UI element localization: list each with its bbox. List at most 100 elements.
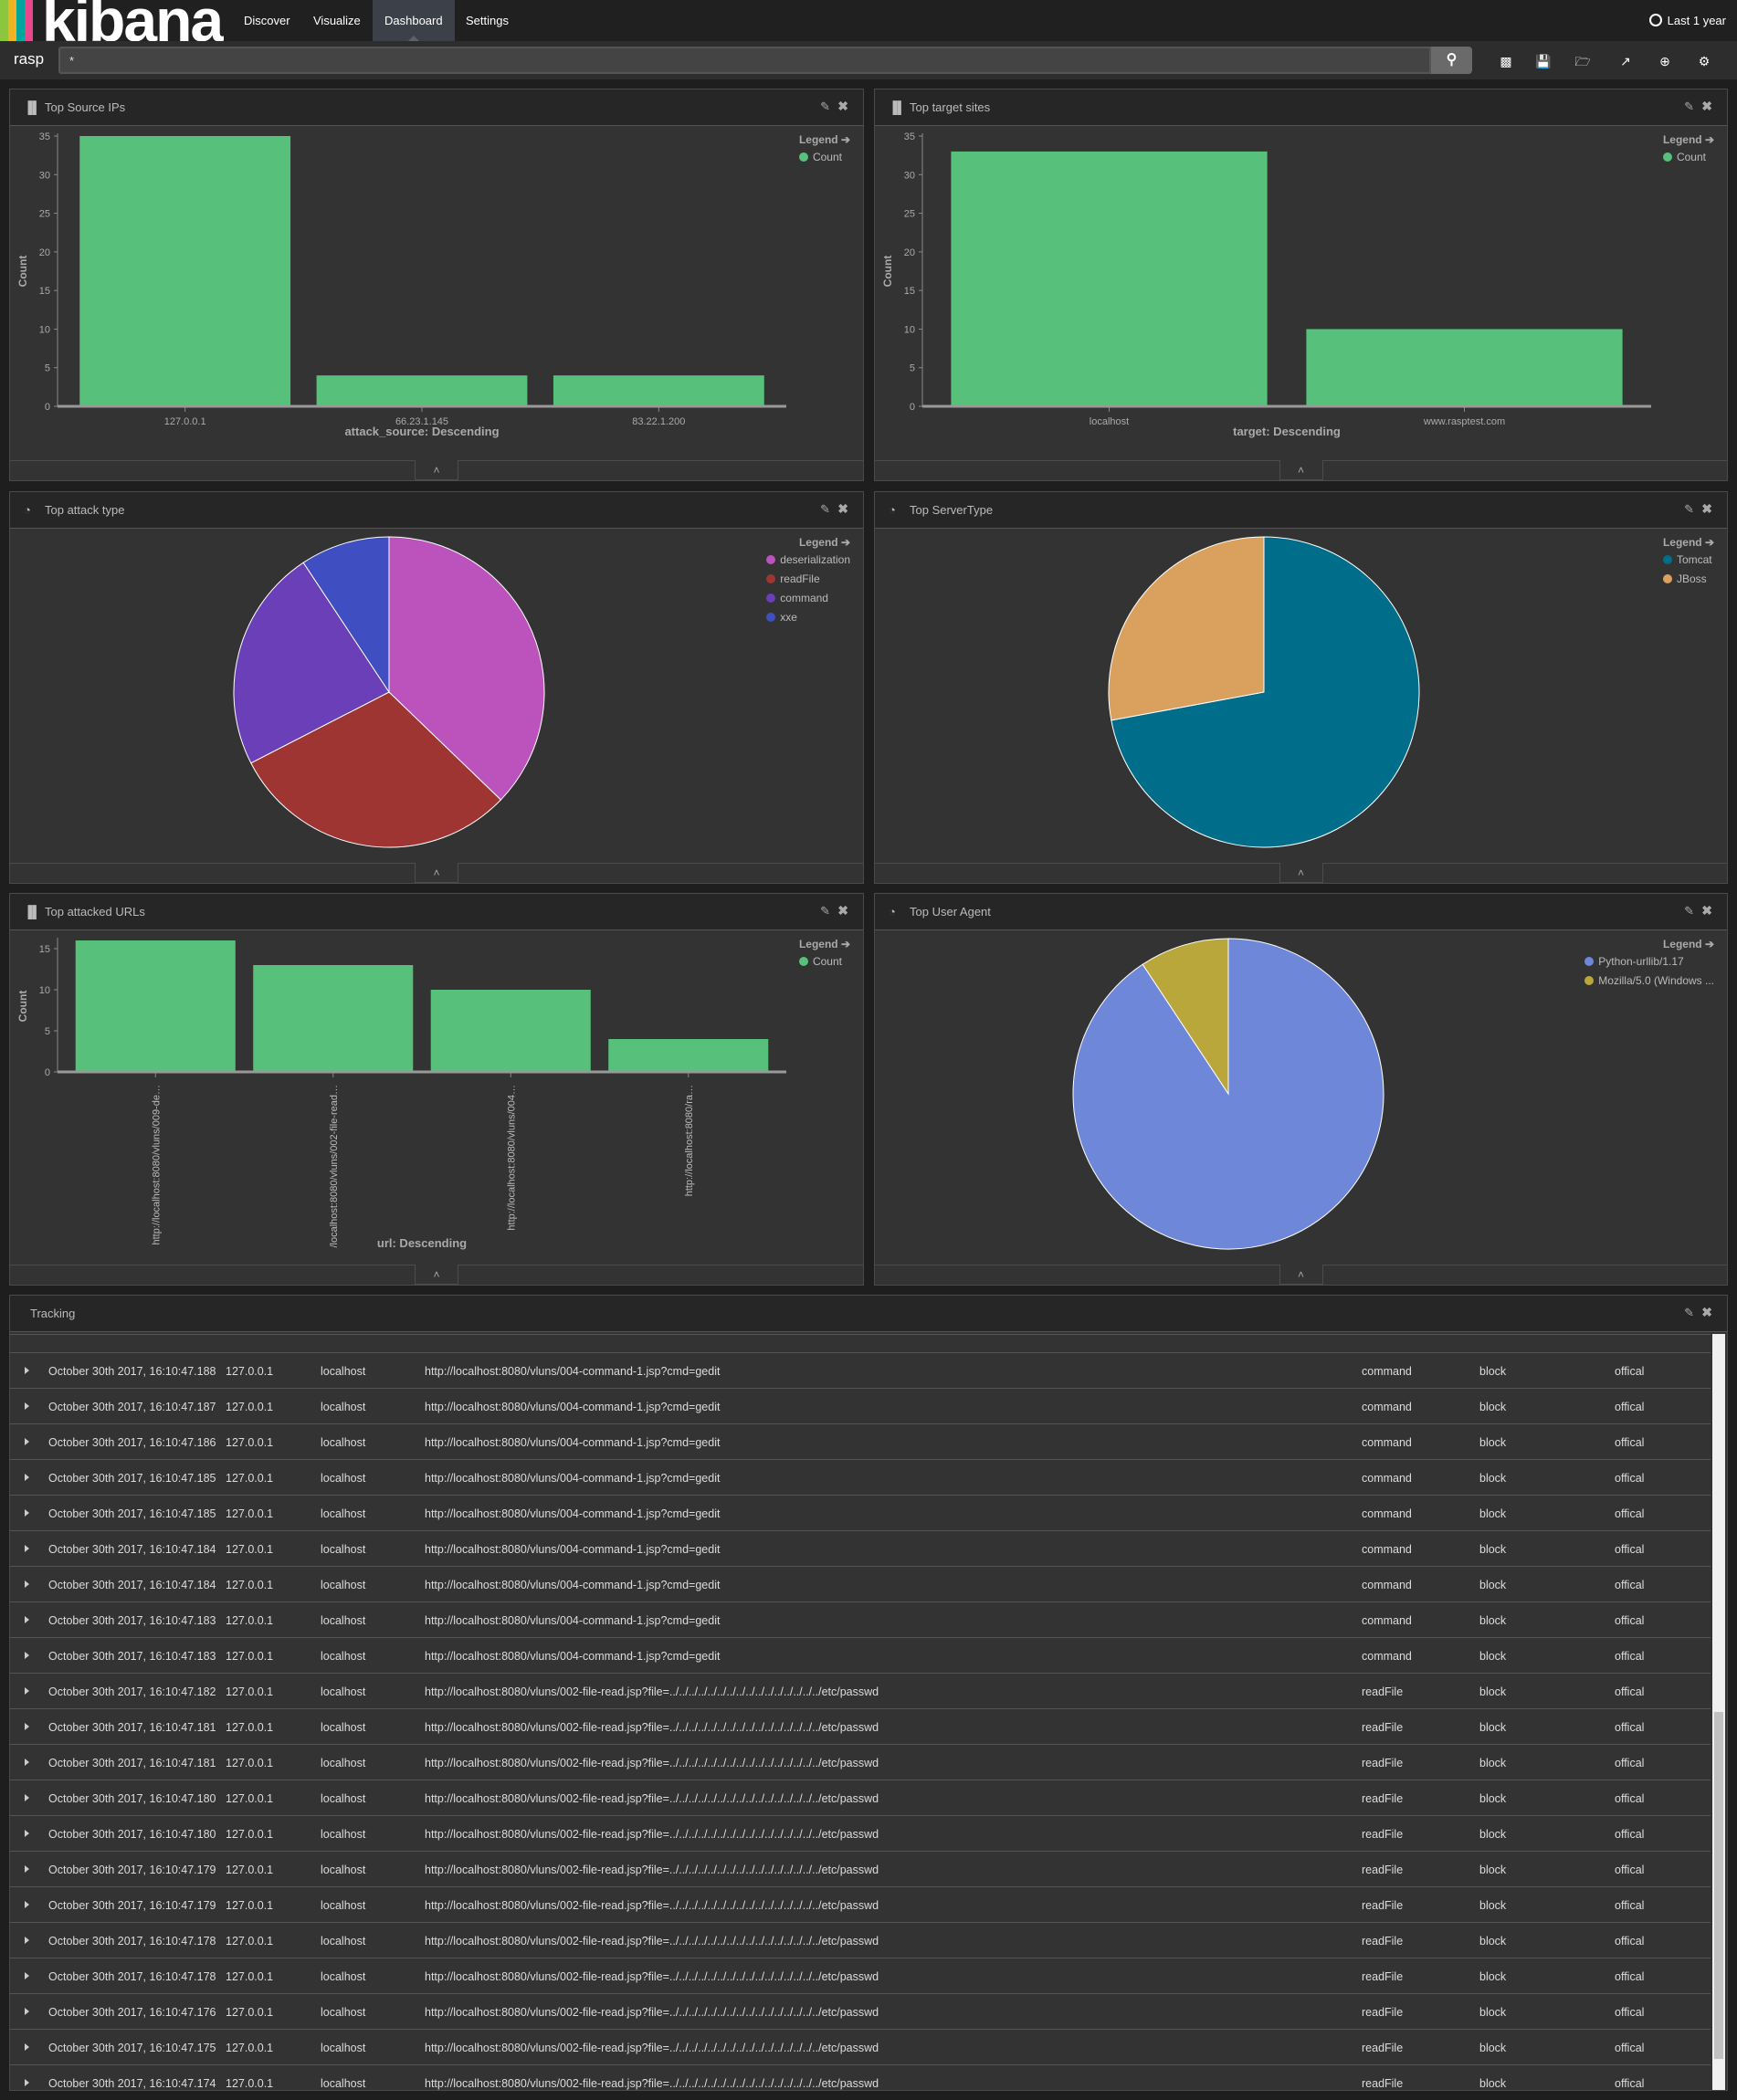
pie-slice[interactable] [1111, 536, 1420, 848]
expand-caret-icon[interactable] [25, 2043, 33, 2051]
table-row[interactable]: October 30th 2017, 16:10:47.174 127.0.0.1… [10, 2064, 1711, 2100]
query-input[interactable] [58, 47, 1431, 74]
edit-icon[interactable]: ✎ [1684, 1306, 1694, 1319]
pie-slice[interactable] [1142, 938, 1229, 1096]
nav-visualize[interactable]: Visualize [313, 14, 361, 27]
close-icon[interactable]: ✖ [837, 501, 848, 516]
legend-item[interactable]: Count [798, 151, 850, 163]
collapse-toggle[interactable]: ˄ [1279, 460, 1323, 480]
share-icon[interactable]: ↗ [1620, 54, 1631, 68]
expand-caret-icon[interactable] [25, 1474, 33, 1481]
pie-slice[interactable] [388, 536, 545, 801]
table-row[interactable]: October 30th 2017, 16:10:47.188 127.0.0.1… [10, 1352, 1711, 1388]
expand-caret-icon[interactable] [25, 1830, 33, 1837]
table-row[interactable]: October 30th 2017, 16:10:47.185 127.0.0.1… [10, 1495, 1711, 1530]
expand-caret-icon[interactable] [25, 1652, 33, 1659]
bar[interactable] [553, 375, 764, 406]
legend-item[interactable]: Mozilla/5.0 (Windows ... [1584, 974, 1714, 987]
table-row[interactable]: October 30th 2017, 16:10:47.187 127.0.0.1… [10, 1388, 1711, 1423]
expand-caret-icon[interactable] [25, 1759, 33, 1766]
expand-caret-icon[interactable] [25, 1972, 33, 1979]
legend-item[interactable]: JBoss [1662, 572, 1714, 585]
expand-caret-icon[interactable] [25, 1937, 33, 1944]
time-picker[interactable]: Last 1 year [1648, 0, 1726, 41]
expand-caret-icon[interactable] [25, 1901, 33, 1908]
pie-slice[interactable] [1108, 536, 1265, 721]
search-button[interactable]: ⚲ [1431, 47, 1472, 74]
collapse-toggle[interactable]: ˄ [415, 1265, 458, 1285]
legend-item[interactable]: Tomcat [1662, 553, 1714, 566]
close-icon[interactable]: ✖ [1701, 501, 1712, 516]
edit-icon[interactable]: ✎ [820, 502, 830, 516]
table-row[interactable]: October 30th 2017, 16:10:47.178 127.0.0.1… [10, 1958, 1711, 1993]
bar[interactable] [951, 151, 1268, 406]
table-row[interactable]: October 30th 2017, 16:10:47.179 127.0.0.1… [10, 1886, 1711, 1922]
expand-caret-icon[interactable] [25, 2079, 33, 2086]
bar[interactable] [1306, 329, 1623, 406]
legend-item[interactable]: Python-urllib/1.17 [1584, 955, 1714, 968]
table-row[interactable]: October 30th 2017, 16:10:47.183 127.0.0.1… [10, 1637, 1711, 1673]
table-row[interactable]: October 30th 2017, 16:10:47.185 127.0.0.1… [10, 1459, 1711, 1495]
scrollbar[interactable] [1712, 1334, 1725, 2090]
expand-caret-icon[interactable] [25, 1865, 33, 1873]
legend-toggle[interactable]: Legend ➔ [1663, 536, 1714, 549]
open-folder-icon[interactable]: 🗁 [1574, 54, 1591, 68]
bar[interactable] [75, 940, 236, 1072]
legend-toggle[interactable]: Legend ➔ [1584, 938, 1714, 950]
table-row[interactable]: October 30th 2017, 16:10:47.181 127.0.0.1… [10, 1744, 1711, 1780]
table-row[interactable]: October 30th 2017, 16:10:47.180 127.0.0.1… [10, 1815, 1711, 1851]
legend-item[interactable]: command [766, 592, 850, 604]
pie-slice[interactable] [302, 536, 390, 694]
new-dashboard-icon[interactable]: ▩ [1500, 54, 1512, 68]
bar[interactable] [79, 136, 291, 406]
nav-settings[interactable]: Settings [466, 14, 509, 27]
table-row[interactable]: October 30th 2017, 16:10:47.184 127.0.0.1… [10, 1530, 1711, 1566]
edit-icon[interactable]: ✎ [1684, 904, 1694, 918]
table-row[interactable]: October 30th 2017, 16:10:47.179 127.0.0.1… [10, 1851, 1711, 1886]
legend-item[interactable]: Count [798, 955, 850, 968]
save-icon[interactable]: 💾 [1535, 54, 1552, 68]
table-row[interactable]: October 30th 2017, 16:10:47.186 127.0.0.1… [10, 1423, 1711, 1459]
expand-caret-icon[interactable] [25, 1723, 33, 1730]
bar[interactable] [430, 990, 591, 1072]
expand-caret-icon[interactable] [25, 1687, 33, 1695]
edit-icon[interactable]: ✎ [1684, 502, 1694, 516]
nav-discover[interactable]: Discover [244, 14, 290, 27]
legend-toggle[interactable]: Legend ➔ [1663, 133, 1714, 146]
close-icon[interactable]: ✖ [837, 903, 848, 918]
expand-caret-icon[interactable] [25, 2008, 33, 2015]
expand-caret-icon[interactable] [25, 1438, 33, 1445]
bar[interactable] [316, 375, 528, 406]
add-visualization-icon[interactable]: ⊕ [1659, 54, 1670, 68]
table-row[interactable]: October 30th 2017, 16:10:47.183 127.0.0.1… [10, 1601, 1711, 1637]
nav-dashboard[interactable]: Dashboard [373, 0, 455, 41]
collapse-toggle[interactable]: ˄ [1279, 863, 1323, 883]
legend-item[interactable]: deserialization [766, 553, 850, 566]
expand-caret-icon[interactable] [25, 1509, 33, 1517]
pie-slice[interactable] [233, 562, 390, 764]
close-icon[interactable]: ✖ [1701, 1305, 1712, 1319]
table-row[interactable]: October 30th 2017, 16:10:47.178 127.0.0.1… [10, 1922, 1711, 1958]
collapse-toggle[interactable]: ˄ [415, 460, 458, 480]
expand-caret-icon[interactable] [25, 1616, 33, 1623]
gear-icon[interactable]: ⚙ [1698, 54, 1711, 68]
table-row[interactable]: October 30th 2017, 16:10:47.175 127.0.0.1… [10, 2029, 1711, 2064]
legend-item[interactable]: readFile [766, 572, 850, 585]
expand-caret-icon[interactable] [25, 1367, 33, 1374]
table-row[interactable]: October 30th 2017, 16:10:47.180 127.0.0.1… [10, 1780, 1711, 1815]
expand-caret-icon[interactable] [25, 1545, 33, 1552]
expand-caret-icon[interactable] [25, 1794, 33, 1801]
legend-item[interactable]: xxe [766, 611, 850, 624]
legend-toggle[interactable]: Legend ➔ [799, 133, 850, 146]
kibana-logo[interactable]: kibana [0, 0, 224, 41]
pie-slice[interactable] [250, 691, 502, 848]
table-row[interactable]: October 30th 2017, 16:10:47.181 127.0.0.1… [10, 1708, 1711, 1744]
scrollbar-thumb[interactable] [1714, 1712, 1723, 2059]
edit-icon[interactable]: ✎ [820, 904, 830, 918]
legend-toggle[interactable]: Legend ➔ [799, 938, 850, 950]
legend-toggle[interactable]: Legend ➔ [766, 536, 850, 549]
close-icon[interactable]: ✖ [837, 99, 848, 113]
bar[interactable] [253, 965, 414, 1072]
legend-item[interactable]: Count [1662, 151, 1714, 163]
expand-caret-icon[interactable] [25, 1402, 33, 1410]
